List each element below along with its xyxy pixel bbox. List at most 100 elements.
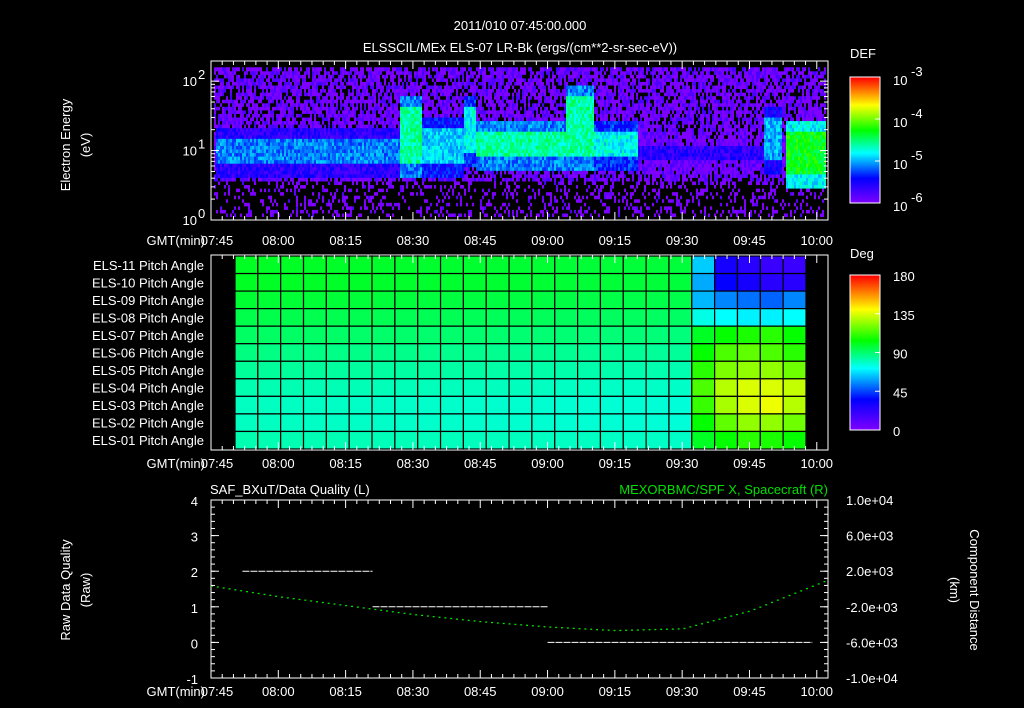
spectrogram-cell (258, 195, 260, 200)
spectrogram-cell (436, 145, 438, 150)
spectrogram-cell (276, 156, 278, 161)
spectrogram-cell (260, 88, 262, 93)
spectrogram-cell (296, 106, 298, 111)
spectrogram-cell (224, 202, 226, 207)
spectrogram-cell (434, 102, 436, 107)
spectrogram-cell (312, 117, 314, 122)
spectrogram-cell (424, 209, 426, 214)
spectrogram-cell (244, 163, 246, 168)
spectrogram-cell (392, 74, 394, 79)
spectrogram-cell (286, 202, 288, 207)
spectrogram-cell (362, 120, 364, 125)
spectrogram-cell (434, 88, 436, 93)
spectrogram-cell (272, 212, 274, 218)
spectrogram-cell (260, 212, 262, 218)
spectrogram-cell (224, 177, 226, 182)
spectrogram-cell (252, 70, 254, 75)
spectrogram-cell (404, 117, 406, 122)
spectrogram-cell (398, 67, 400, 72)
spectrogram-cell (386, 99, 388, 104)
spectrogram-cell (388, 74, 390, 79)
spectrogram-cell (324, 156, 326, 161)
spectrogram-cell (238, 109, 240, 114)
spectrogram-cell (222, 70, 224, 75)
spectrogram-cell (284, 77, 286, 82)
spectrogram-cell (238, 138, 240, 143)
spectrogram-cell (448, 74, 450, 79)
spectrogram-cell (228, 81, 230, 86)
spectrogram-cell (252, 113, 254, 118)
spectrogram-cell (416, 131, 418, 136)
spectrogram-cell (368, 166, 370, 171)
spectrogram-cell (260, 141, 262, 146)
spectrogram-cell (380, 177, 382, 182)
spectrogram-cell (358, 177, 360, 182)
spectrogram-cell (344, 188, 346, 193)
spectrogram-cell (352, 106, 354, 111)
spectrogram-cell (352, 70, 354, 75)
spectrogram-cell (384, 92, 386, 97)
spectrogram-cell (434, 77, 436, 82)
spectrogram-cell (448, 163, 450, 168)
spectrogram-cell (430, 156, 432, 161)
spectrogram-cell (262, 131, 264, 136)
spectrogram-cell (386, 188, 388, 193)
spectrogram-cell (290, 191, 292, 196)
spectrogram-cell (300, 74, 302, 79)
spectrogram-cell (262, 102, 264, 107)
spectrogram-cell (400, 120, 402, 125)
spectrogram-cell (332, 138, 334, 143)
spectrogram-cell (260, 188, 262, 193)
spectrogram-cell (378, 141, 380, 146)
spectrogram-cell (250, 134, 252, 139)
spectrogram-cell (300, 109, 302, 114)
spectrogram-cell (394, 152, 396, 157)
spectrogram-cell (434, 74, 436, 79)
spectrogram-cell (356, 77, 358, 82)
spectrogram-cell (238, 85, 240, 90)
spectrogram-cell (414, 109, 416, 114)
spectrogram-cell (352, 195, 354, 200)
spectrogram-cell (230, 85, 232, 90)
spectrogram-cell (256, 202, 258, 207)
spectrogram-cell (256, 95, 258, 100)
spectrogram-cell (278, 209, 280, 214)
spectrogram-cell (376, 102, 378, 107)
spectrogram-cell (326, 163, 328, 168)
spectrogram-cell (334, 173, 336, 178)
spectrogram-cell (238, 159, 240, 164)
spectrogram-cell (400, 212, 402, 218)
spectrogram-cell (296, 163, 298, 168)
spectrogram-cell (270, 138, 272, 143)
spectrogram-cell (392, 99, 394, 104)
spectrogram-cell (352, 67, 354, 72)
spectrogram-cell (450, 131, 452, 136)
spectrogram-cell (414, 159, 416, 164)
spectrogram-cell (406, 102, 408, 107)
spectrogram-cell (424, 102, 426, 107)
spectrogram-cell (216, 177, 218, 182)
spectrogram-cell (342, 95, 344, 100)
spectrogram-cell (264, 195, 266, 200)
spectrogram-cell (322, 102, 324, 107)
spectrogram-cell (396, 166, 398, 171)
spectrogram-cell (326, 92, 328, 97)
spectrogram-cell (408, 67, 410, 72)
spectrogram-cell (414, 113, 416, 118)
spectrogram-cell (342, 141, 344, 146)
spectrogram-cell (344, 184, 346, 189)
spectrogram-cell (422, 88, 424, 93)
spectrogram-cell (234, 141, 236, 146)
spectrogram-cell (308, 205, 310, 210)
spectrogram-cell (346, 120, 348, 125)
spectrogram-cell (236, 191, 238, 196)
spectrogram-cell (276, 173, 278, 178)
spectrogram-cell (244, 209, 246, 214)
spectrogram-cell (306, 145, 308, 150)
spectrogram-cell (224, 209, 226, 214)
spectrogram-cell (404, 170, 406, 175)
spectrogram-cell (274, 188, 276, 193)
spectrogram-cell (228, 99, 230, 104)
spectrogram-cell (374, 134, 376, 139)
spectrogram-cell (390, 102, 392, 107)
